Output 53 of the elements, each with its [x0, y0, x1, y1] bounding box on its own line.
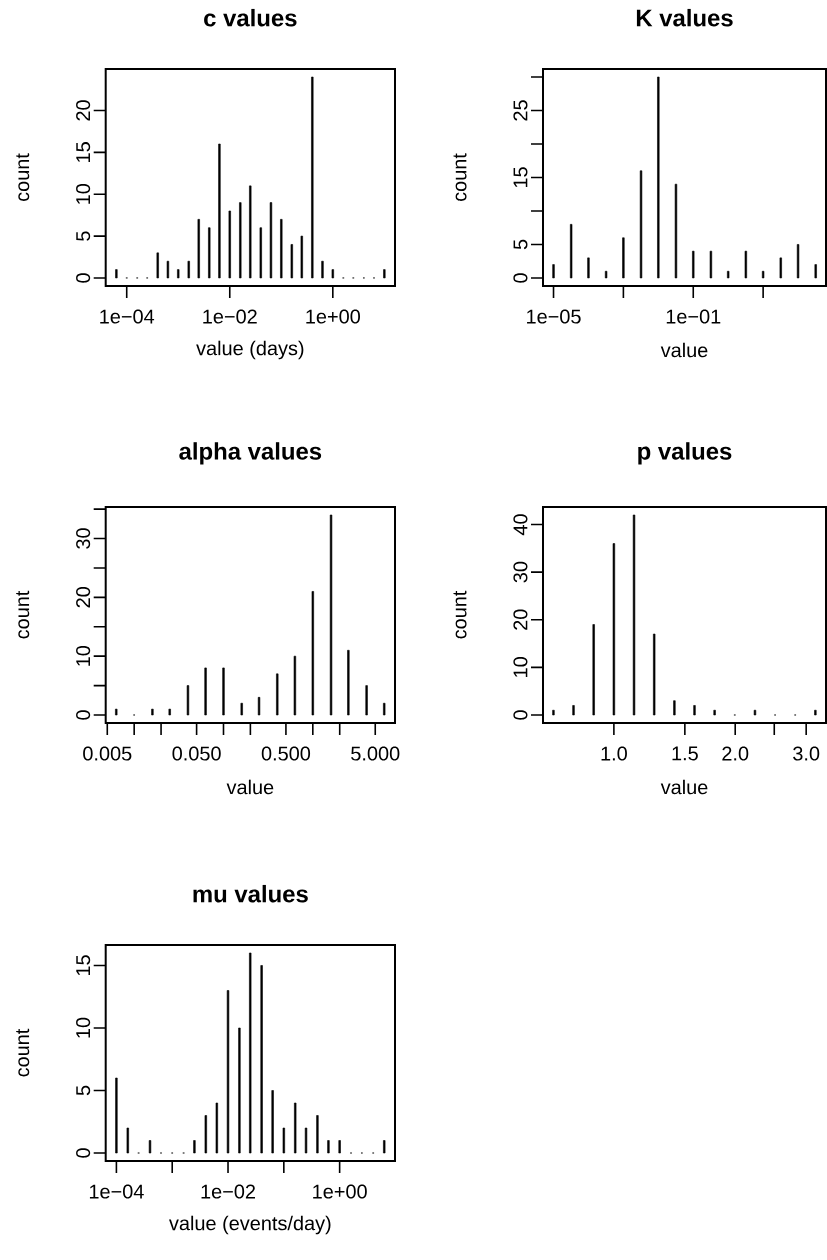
x-tick-label: 1e+00 — [313, 1184, 367, 1199]
y-tick-label: 5 — [76, 1085, 91, 1096]
y-tick-label: 0 — [513, 710, 528, 720]
y-tick-label: 5 — [513, 239, 528, 250]
y-tick-label: 15 — [513, 167, 528, 188]
y-axis-title: count — [453, 153, 467, 202]
x-axis-title: value — [226, 779, 274, 795]
y-tick-label: 5 — [76, 231, 91, 241]
x-tick-label: 0.500 — [261, 746, 311, 761]
y-tick-label: 10 — [76, 1017, 91, 1038]
chart-title: c values — [204, 8, 297, 27]
y-axis-title: count — [16, 1028, 30, 1077]
y-tick-label: 10 — [513, 657, 528, 677]
chart-title: K values — [636, 8, 733, 27]
y-axis-title: count — [453, 590, 467, 639]
x-axis-title: value — [660, 779, 708, 795]
x-tick-label: 1e−05 — [527, 309, 581, 324]
chart-title: p values — [638, 442, 732, 465]
y-axis-title: count — [16, 590, 30, 639]
chart-title: alpha values — [179, 442, 322, 465]
x-axis-title: value (days) — [196, 340, 304, 360]
y-tick-label: 10 — [76, 183, 91, 204]
x-tick-label: 1e−02 — [203, 309, 257, 324]
y-tick-label: 40 — [513, 514, 528, 536]
y-tick-label: 20 — [513, 609, 528, 630]
x-tick-label: 2.0 — [722, 746, 749, 761]
y-tick-label: 0 — [513, 273, 528, 283]
y-tick-label: 0 — [76, 273, 91, 283]
y-tick-label: 30 — [76, 528, 91, 549]
x-tick-label: 1e+00 — [306, 309, 360, 324]
chart-title: mu values — [193, 884, 308, 903]
x-axis-title: value (events/day) — [169, 1215, 331, 1235]
y-tick-label: 20 — [76, 100, 91, 121]
y-tick-label: 30 — [513, 561, 528, 583]
y-tick-label: 15 — [76, 955, 91, 976]
y-tick-label: 0 — [76, 1148, 91, 1158]
x-tick-label: 5.000 — [351, 746, 400, 761]
x-tick-label: 0.005 — [83, 746, 132, 761]
y-tick-label: 10 — [76, 645, 91, 666]
x-tick-label: 1e−02 — [201, 1184, 255, 1199]
x-axis-title: value — [660, 342, 708, 358]
x-tick-label: 1.0 — [601, 746, 627, 761]
x-tick-label: 1e−04 — [100, 309, 155, 324]
y-tick-label: 0 — [76, 710, 91, 720]
x-tick-label: 0.050 — [172, 746, 221, 761]
y-axis-title: count — [16, 153, 30, 202]
x-tick-label: 1e−04 — [89, 1184, 144, 1199]
x-tick-label: 1.5 — [672, 746, 698, 761]
x-tick-label: 3.0 — [793, 746, 820, 761]
y-tick-label: 25 — [513, 100, 528, 121]
x-tick-label: 1e−01 — [666, 309, 721, 324]
y-tick-label: 15 — [76, 142, 91, 162]
y-tick-label: 20 — [76, 587, 91, 608]
